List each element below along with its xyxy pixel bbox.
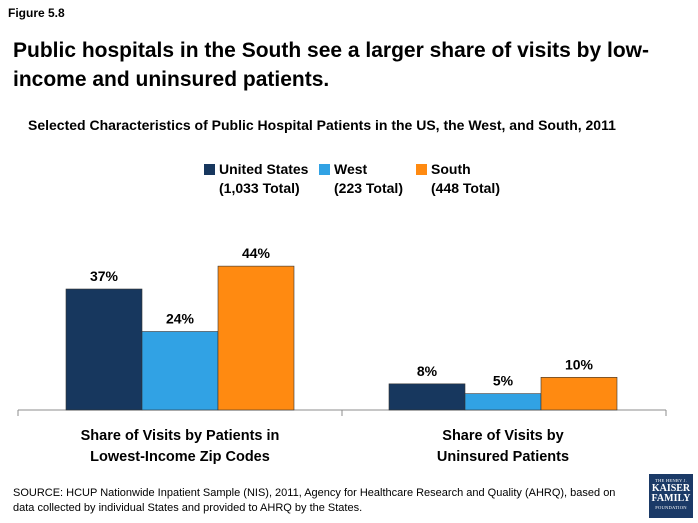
legend-label-south: South (431, 161, 471, 177)
data-label-south-2: 10% (565, 356, 594, 372)
chart-title: Selected Characteristics of Public Hospi… (28, 117, 616, 133)
legend-label-west: West (334, 161, 368, 177)
data-label-united-states-2: 8% (417, 363, 438, 379)
legend-swatch-south (416, 164, 427, 175)
bar-united-states-2 (388, 383, 466, 411)
legend-swatch-united-states (204, 164, 215, 175)
bar-west-1 (141, 331, 219, 411)
legend-swatch-west (319, 164, 330, 175)
category-label-2-line-2: Uninsured Patients (437, 449, 569, 465)
data-label-west-1: 24% (166, 311, 195, 327)
kff-logo: THE HENRY J. KAISER FAMILY FOUNDATION (649, 474, 693, 518)
bar-united-states-1 (65, 288, 143, 411)
bar-south-2 (540, 376, 618, 411)
page-title: Public hospitals in the South see a larg… (13, 39, 649, 91)
category-label-1-line-1: Share of Visits by Patients in (81, 428, 280, 444)
legend-total-united-states: (1,033 Total) (219, 180, 300, 196)
bar-west-2 (464, 393, 542, 411)
figure-label: Figure 5.8 (8, 6, 65, 20)
source-note: SOURCE: HCUP Nationwide Inpatient Sample… (13, 487, 616, 514)
bar-south-1 (217, 265, 295, 411)
legend-label-united-states: United States (219, 161, 309, 177)
category-label-2-line-1: Share of Visits by (442, 428, 563, 444)
legend-total-west: (223 Total) (334, 180, 403, 196)
data-label-west-2: 5% (493, 373, 514, 389)
legend-total-south: (448 Total) (431, 180, 500, 196)
category-label-1-line-2: Lowest-Income Zip Codes (90, 449, 270, 465)
data-label-south-1: 44% (242, 245, 271, 261)
data-label-united-states-1: 37% (90, 268, 119, 284)
